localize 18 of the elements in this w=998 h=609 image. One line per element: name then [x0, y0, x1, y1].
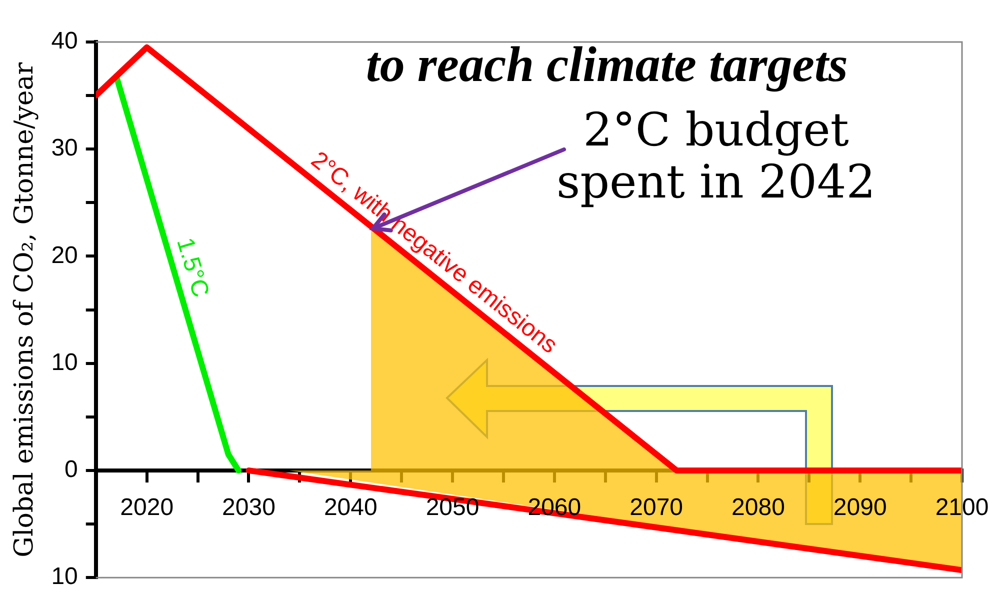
y-tick-label: 40 — [51, 28, 78, 55]
x-tick-label: 2100 — [935, 494, 989, 522]
x-tick-label: 2090 — [833, 494, 887, 522]
x-tick-label: 2050 — [426, 494, 480, 522]
y-tick-label: 0 — [64, 456, 78, 484]
text: 1.5°C — [171, 234, 214, 300]
annotation: 2°C budget spent in 2042 — [556, 102, 876, 208]
y-tick-label: 10 — [51, 563, 78, 590]
y-tick-label: 10 — [51, 348, 78, 376]
x-tick-label: 2080 — [732, 494, 785, 522]
y-tick-label: 30 — [51, 134, 78, 162]
y-tick-label: 20 — [51, 242, 78, 269]
x-tick-label: 2030 — [222, 494, 276, 522]
chart-title: to reach climate targets — [366, 36, 848, 92]
x-tick-label: 2070 — [630, 494, 684, 522]
y-axis-title: Global emissions of CO₂, Gtonne/year — [9, 62, 40, 558]
x-tick-label: 2020 — [120, 494, 174, 522]
x-tick-label: 2040 — [324, 494, 378, 522]
